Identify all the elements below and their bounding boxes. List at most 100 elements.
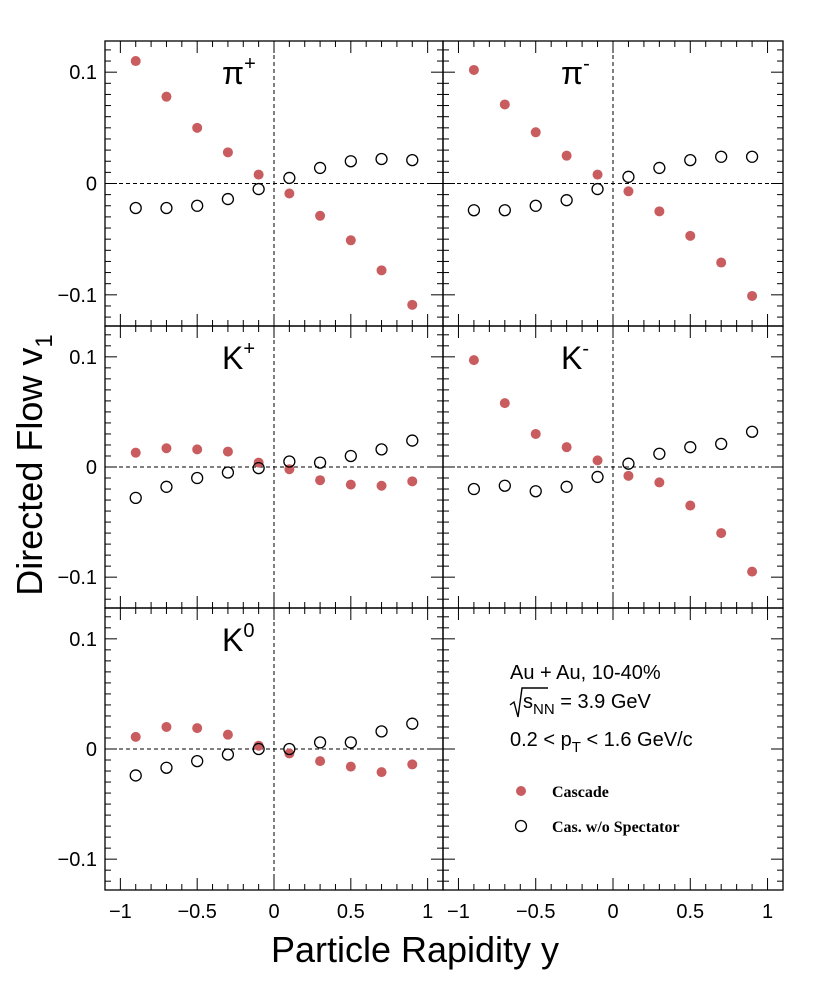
legend-spectator-marker bbox=[514, 819, 528, 833]
spectator-point bbox=[684, 153, 697, 167]
y-tick-label: −0.1 bbox=[58, 567, 97, 589]
legend-energy-value: = 3.9 GeV bbox=[555, 691, 652, 713]
spectator-point bbox=[129, 491, 142, 504]
cascade-point bbox=[716, 528, 727, 539]
particle-charge: - bbox=[582, 338, 589, 360]
legend-pt-suffix: < 1.6 GeV/c bbox=[581, 729, 693, 751]
cascade-point bbox=[407, 476, 418, 487]
cascade-point bbox=[130, 731, 141, 742]
cascade-point bbox=[315, 210, 326, 221]
cascade-point bbox=[253, 740, 264, 751]
spectator-point bbox=[375, 443, 388, 456]
spectator-point bbox=[745, 425, 759, 438]
cascade-point bbox=[530, 428, 541, 439]
spectator-point bbox=[313, 736, 327, 749]
cascade-point bbox=[130, 447, 141, 458]
legend-spectator-label: Cas. w/o Spectator bbox=[552, 819, 680, 836]
spectator-point bbox=[344, 449, 357, 463]
x-tick-label: 1 bbox=[422, 901, 433, 923]
spectator-point bbox=[622, 170, 635, 183]
cascade-point bbox=[499, 398, 510, 409]
cascade-point bbox=[685, 230, 696, 241]
spectator-point bbox=[283, 171, 296, 185]
x-tick-label: 0 bbox=[607, 901, 618, 923]
x-tick-label: 1 bbox=[762, 901, 773, 923]
spectator-point bbox=[406, 153, 419, 167]
particle-label-1: π+ bbox=[222, 53, 256, 91]
spectator-point bbox=[498, 204, 511, 217]
spectator-point bbox=[191, 471, 204, 485]
spectator-point bbox=[313, 161, 327, 175]
spectator-point bbox=[375, 152, 388, 166]
cascade-point bbox=[222, 147, 233, 158]
cascade-point bbox=[284, 748, 295, 759]
cascade-point bbox=[592, 455, 603, 466]
spectator-point bbox=[591, 182, 604, 196]
cascade-point bbox=[407, 299, 418, 310]
cascade-point bbox=[468, 64, 479, 75]
cascade-point bbox=[345, 479, 356, 490]
cascade-point bbox=[654, 477, 665, 488]
spectator-point bbox=[560, 480, 573, 493]
spectator-point bbox=[375, 725, 388, 738]
panel-frames bbox=[104, 40, 784, 891]
cascade-point bbox=[561, 150, 572, 161]
legend-cascade-marker bbox=[516, 786, 526, 796]
y-tick-label: 0 bbox=[86, 457, 97, 479]
particle-symbol: π bbox=[561, 55, 583, 91]
x-axis-title: Particle Rapidity y bbox=[271, 929, 559, 970]
cascade-point bbox=[315, 475, 326, 486]
spectator-point bbox=[283, 742, 296, 756]
spectator-point bbox=[129, 201, 142, 215]
cascade-point bbox=[284, 188, 295, 199]
cascade-point bbox=[623, 186, 634, 197]
cascade-point bbox=[222, 729, 233, 740]
spectator-point bbox=[160, 761, 173, 774]
spectator-point bbox=[715, 150, 728, 163]
spectator-point bbox=[406, 717, 419, 730]
spectator-point bbox=[313, 456, 327, 469]
spectator-point bbox=[191, 754, 204, 768]
cascade-point bbox=[161, 91, 172, 102]
spectator-point bbox=[160, 480, 173, 493]
cascade-point bbox=[192, 723, 203, 734]
cascade-point bbox=[654, 206, 665, 217]
cascade-point bbox=[685, 500, 696, 511]
cascade-point bbox=[192, 444, 203, 455]
cascade-point bbox=[345, 761, 356, 772]
particle-label-3: K+ bbox=[222, 338, 255, 376]
spectator-point bbox=[684, 441, 697, 454]
cascade-point bbox=[376, 265, 387, 276]
spectator-point bbox=[191, 199, 204, 212]
spectator-point bbox=[529, 485, 542, 498]
cascade-point bbox=[222, 446, 233, 457]
x-tick-label: −0.5 bbox=[177, 901, 216, 923]
spectator-point bbox=[467, 204, 481, 217]
y-axis-title-sub: 1 bbox=[31, 334, 58, 347]
spectator-point bbox=[344, 155, 357, 168]
spectator-point bbox=[622, 457, 635, 470]
particle-label-4: K- bbox=[561, 338, 589, 376]
y-tick-label: 0.1 bbox=[69, 347, 97, 369]
cascade-point bbox=[161, 721, 172, 732]
legend-system: Au + Au, 10-40% bbox=[510, 662, 661, 684]
spectator-point bbox=[129, 769, 142, 782]
legend-energy-sub: NN bbox=[533, 701, 555, 718]
particle-charge: 0 bbox=[243, 620, 254, 642]
particle-symbol: K bbox=[222, 622, 243, 658]
particle-symbol: K bbox=[222, 340, 243, 376]
cascade-point bbox=[623, 470, 634, 481]
legend-pt: 0.2 < pT < 1.6 GeV/c bbox=[510, 729, 693, 756]
spectator-point bbox=[160, 201, 173, 215]
y-axis-title-main: Directed Flow v bbox=[9, 348, 50, 596]
chart-texts: π+0.10−0.1π-K+0.10−0.1K-K00.10−0.1−1 −0.5… bbox=[9, 53, 773, 970]
spectator-point bbox=[252, 461, 265, 475]
x-tick-label: 0.5 bbox=[676, 901, 704, 923]
legend-cascade-label: Cascade bbox=[552, 784, 609, 801]
x-tick-label: −1 bbox=[447, 901, 470, 923]
spectator-point bbox=[560, 194, 573, 207]
cascade-point bbox=[161, 443, 172, 454]
cascade-point bbox=[747, 290, 758, 301]
spectator-point bbox=[252, 742, 265, 756]
spectator-point bbox=[221, 466, 235, 479]
